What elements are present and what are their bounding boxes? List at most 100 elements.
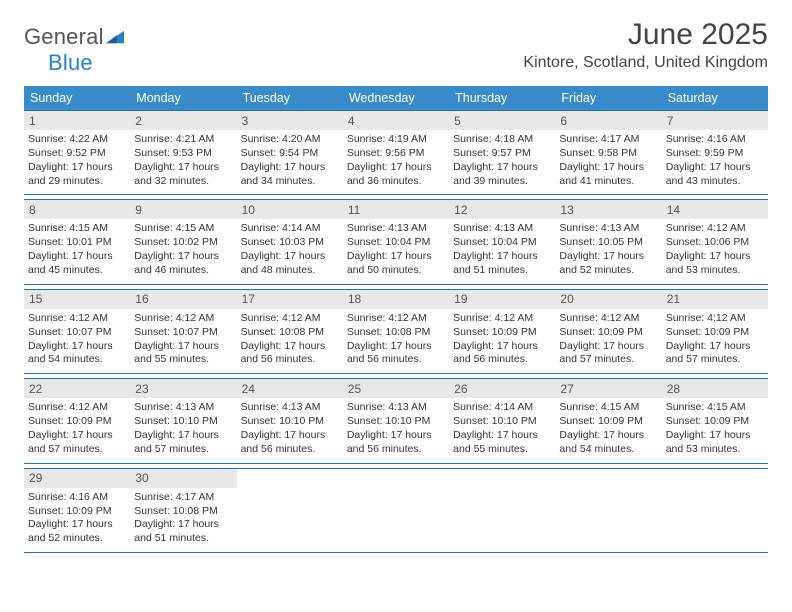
- day-details: Sunrise: 4:13 AMSunset: 10:10 PMDaylight…: [241, 401, 339, 456]
- day-cell: 7Sunrise: 4:16 AMSunset: 9:59 PMDaylight…: [662, 111, 768, 194]
- daylight-line: Daylight: 17 hours and 51 minutes.: [453, 250, 551, 278]
- sunrise-line: Sunrise: 4:13 AM: [453, 222, 551, 236]
- day-cell: 13Sunrise: 4:13 AMSunset: 10:05 PMDaylig…: [555, 200, 661, 283]
- day-cell: 27 Sunrise: 4:15 AMSunset: 10:09 PMDaylig…: [555, 379, 661, 462]
- day-cell: 9Sunrise: 4:15 AMSunset: 10:02 PMDayligh…: [130, 200, 236, 283]
- day-number: 2: [130, 111, 236, 130]
- day-cell: 24 Sunrise: 4:13 AMSunset: 10:10 PMDaylig…: [237, 379, 343, 462]
- week-row: 29Sunrise: 4:16 AMSunset: 10:09 PMDaylig…: [24, 468, 768, 553]
- calendar: SundayMondayTuesdayWednesdayThursdayFrid…: [24, 86, 768, 553]
- brand-word1: General: [24, 24, 104, 49]
- day-number: 10: [237, 200, 343, 219]
- day-cell: 23Sunrise: 4:13 AMSunset: 10:10 PMDaylig…: [130, 379, 236, 462]
- day-details: Sunrise: 4:16 AMSunset: 9:59 PMDaylight:…: [666, 133, 764, 188]
- day-cell: 16Sunrise: 4:12 AMSunset: 10:07 PMDaylig…: [130, 290, 236, 373]
- sunrise-line: Sunrise: 4:19 AM: [347, 133, 445, 147]
- day-details: Sunrise: 4:15 AMSunset: 10:09 PMDaylight…: [559, 401, 657, 456]
- weekday-header: Friday: [555, 86, 661, 110]
- sunset-line: Sunset: 10:04 PM: [453, 236, 551, 250]
- day-number: 8: [24, 200, 130, 219]
- daylight-line: Daylight: 17 hours and 45 minutes.: [28, 250, 126, 278]
- daylight-line: Daylight: 17 hours and 57 minutes.: [666, 340, 764, 368]
- daylight-line: Daylight: 17 hours and 43 minutes.: [666, 161, 764, 189]
- daylight-line: Daylight: 17 hours and 56 minutes.: [347, 340, 445, 368]
- day-details: Sunrise: 4:12 AMSunset: 10:09 PMDaylight…: [559, 312, 657, 367]
- sunset-line: Sunset: 10:09 PM: [559, 326, 657, 340]
- sunrise-line: Sunrise: 4:12 AM: [666, 222, 764, 236]
- sunrise-line: Sunrise: 4:12 AM: [559, 312, 657, 326]
- weekday-header: Thursday: [449, 86, 555, 110]
- day-cell: 20Sunrise: 4:12 AMSunset: 10:09 PMDaylig…: [555, 290, 661, 373]
- sunrise-line: Sunrise: 4:17 AM: [134, 491, 232, 505]
- daylight-line: Daylight: 17 hours and 46 minutes.: [134, 250, 232, 278]
- day-details: Sunrise: 4:12 AMSunset: 10:09 PMDaylight…: [28, 401, 126, 456]
- day-number: 4: [343, 111, 449, 130]
- sunrise-line: Sunrise: 4:16 AM: [666, 133, 764, 147]
- sunrise-line: Sunrise: 4:21 AM: [134, 133, 232, 147]
- day-number: 17: [237, 290, 343, 309]
- sunset-line: Sunset: 10:09 PM: [559, 415, 657, 429]
- day-cell: 10Sunrise: 4:14 AMSunset: 10:03 PMDaylig…: [237, 200, 343, 283]
- day-number: 24: [237, 379, 343, 398]
- day-cell: 8Sunrise: 4:15 AMSunset: 10:01 PMDayligh…: [24, 200, 130, 283]
- day-details: Sunrise: 4:18 AMSunset: 9:57 PMDaylight:…: [453, 133, 551, 188]
- day-number: 27: [555, 379, 661, 398]
- day-details: Sunrise: 4:20 AMSunset: 9:54 PMDaylight:…: [241, 133, 339, 188]
- brand-triangle-icon: [106, 30, 124, 44]
- sunset-line: Sunset: 9:56 PM: [347, 147, 445, 161]
- sunrise-line: Sunrise: 4:18 AM: [453, 133, 551, 147]
- day-number: 18: [343, 290, 449, 309]
- sunrise-line: Sunrise: 4:22 AM: [28, 133, 126, 147]
- day-number: 5: [449, 111, 555, 130]
- day-cell: 3Sunrise: 4:20 AMSunset: 9:54 PMDaylight…: [237, 111, 343, 194]
- day-number: 22: [24, 379, 130, 398]
- day-details: Sunrise: 4:12 AMSunset: 10:09 PMDaylight…: [453, 312, 551, 367]
- sunset-line: Sunset: 10:06 PM: [666, 236, 764, 250]
- day-cell: 28Sunrise: 4:15 AMSunset: 10:09 PMDaylig…: [662, 379, 768, 462]
- sunset-line: Sunset: 10:09 PM: [28, 505, 126, 519]
- day-details: Sunrise: 4:12 AMSunset: 10:06 PMDaylight…: [666, 222, 764, 277]
- daylight-line: Daylight: 17 hours and 57 minutes.: [134, 429, 232, 457]
- sunrise-line: Sunrise: 4:17 AM: [559, 133, 657, 147]
- day-details: Sunrise: 4:13 AMSunset: 10:04 PMDaylight…: [347, 222, 445, 277]
- daylight-line: Daylight: 17 hours and 48 minutes.: [241, 250, 339, 278]
- day-cell: 6Sunrise: 4:17 AMSunset: 9:58 PMDaylight…: [555, 111, 661, 194]
- weekday-header: Sunday: [24, 86, 130, 110]
- day-cell: 1Sunrise: 4:22 AMSunset: 9:52 PMDaylight…: [24, 111, 130, 194]
- daylight-line: Daylight: 17 hours and 54 minutes.: [28, 340, 126, 368]
- day-number: 28: [662, 379, 768, 398]
- sunset-line: Sunset: 10:04 PM: [347, 236, 445, 250]
- day-cell: 15Sunrise: 4:12 AMSunset: 10:07 PMDaylig…: [24, 290, 130, 373]
- day-details: Sunrise: 4:19 AMSunset: 9:56 PMDaylight:…: [347, 133, 445, 188]
- day-cell: [662, 469, 768, 552]
- sunset-line: Sunset: 10:08 PM: [241, 326, 339, 340]
- sunset-line: Sunset: 10:05 PM: [559, 236, 657, 250]
- daylight-line: Daylight: 17 hours and 56 minutes.: [241, 340, 339, 368]
- day-details: Sunrise: 4:17 AMSunset: 10:08 PMDaylight…: [134, 491, 232, 546]
- day-cell: [343, 469, 449, 552]
- sunset-line: Sunset: 10:10 PM: [134, 415, 232, 429]
- day-cell: 29Sunrise: 4:16 AMSunset: 10:09 PMDaylig…: [24, 469, 130, 552]
- day-details: Sunrise: 4:15 AMSunset: 10:02 PMDaylight…: [134, 222, 232, 277]
- weekday-header: Monday: [130, 86, 236, 110]
- sunset-line: Sunset: 10:02 PM: [134, 236, 232, 250]
- brand-word2: Blue: [48, 50, 93, 75]
- month-title: June 2025: [523, 18, 768, 52]
- day-cell: 26Sunrise: 4:14 AMSunset: 10:10 PMDaylig…: [449, 379, 555, 462]
- weekday-header: Tuesday: [237, 86, 343, 110]
- day-cell: 21Sunrise: 4:12 AMSunset: 10:09 PMDaylig…: [662, 290, 768, 373]
- daylight-line: Daylight: 17 hours and 53 minutes.: [666, 250, 764, 278]
- sunset-line: Sunset: 10:09 PM: [666, 326, 764, 340]
- sunset-line: Sunset: 9:54 PM: [241, 147, 339, 161]
- day-details: Sunrise: 4:14 AMSunset: 10:10 PMDaylight…: [453, 401, 551, 456]
- day-number: 12: [449, 200, 555, 219]
- day-cell: 14Sunrise: 4:12 AMSunset: 10:06 PMDaylig…: [662, 200, 768, 283]
- sunrise-line: Sunrise: 4:15 AM: [559, 401, 657, 415]
- sunrise-line: Sunrise: 4:15 AM: [134, 222, 232, 236]
- sunset-line: Sunset: 9:52 PM: [28, 147, 126, 161]
- day-cell: [449, 469, 555, 552]
- daylight-line: Daylight: 17 hours and 56 minutes.: [453, 340, 551, 368]
- daylight-line: Daylight: 17 hours and 50 minutes.: [347, 250, 445, 278]
- day-number: 11: [343, 200, 449, 219]
- day-details: Sunrise: 4:12 AMSunset: 10:08 PMDaylight…: [347, 312, 445, 367]
